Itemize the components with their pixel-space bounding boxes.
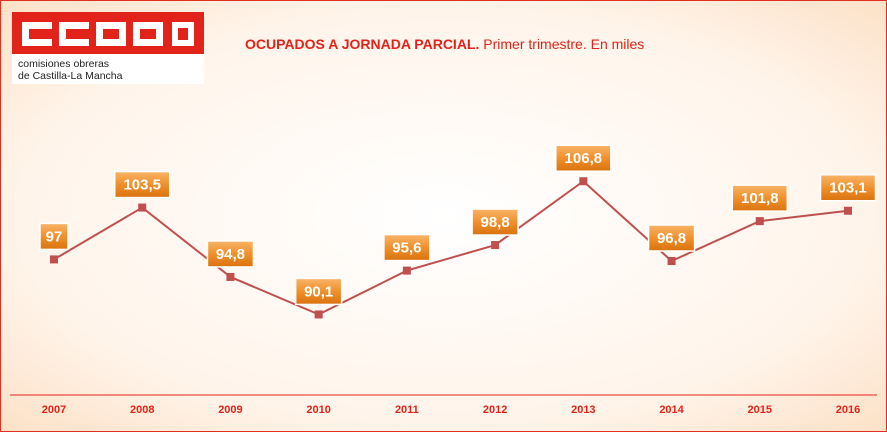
title: OCUPADOS A JORNADA PARCIAL. [245,36,479,52]
marker [755,217,764,226]
x-tick-label: 2008 [130,404,154,416]
marker [844,206,852,215]
logo-icon [178,28,188,40]
logo: comisiones obreras de Castilla-La Mancha [12,12,204,84]
data-label-box [555,144,612,172]
data-label-box [294,277,343,306]
chart-title: OCUPADOS A JORNADA PARCIAL. Primer trime… [245,36,644,52]
data-label: 106,8 [565,150,603,167]
data-label-box [731,184,789,212]
data-label-box [647,224,696,252]
x-tick-label: 2012 [483,404,507,416]
marker [402,266,411,275]
x-tick-label: 2009 [218,404,242,416]
x-tick-label: 2013 [571,404,595,416]
data-label: 101,8 [741,190,779,207]
x-tick-label: 2007 [42,404,66,416]
data-label: 103,1 [829,180,867,197]
data-label-box [383,233,431,262]
marker [138,203,147,212]
x-tick-label: 2016 [836,404,860,416]
line [53,179,849,316]
data-label: 103,5 [123,177,161,194]
data-label-box [39,222,69,251]
x-tick-label: 2015 [748,404,772,416]
logo-text: de Castilla-La Mancha [18,70,123,82]
marker [50,255,58,264]
x-tick-label: 2014 [659,404,684,416]
marker [667,257,676,265]
marker [226,272,235,281]
data-label: 94,8 [216,246,245,263]
logo-text: comisiones obreras [18,58,109,70]
marker [314,310,323,319]
data-label-box [206,240,255,268]
data-label: 95,6 [392,240,421,257]
data-label-box [819,174,877,202]
x-tick-label: 2011 [395,404,419,416]
data-label-box [113,170,171,199]
data-label-box [471,208,519,236]
logo-letters [22,22,194,46]
x-tick-label: 2010 [306,404,330,416]
marker [491,241,500,250]
marker [579,177,588,186]
data-label: 97 [46,228,63,245]
data-label: 96,8 [657,230,686,247]
data-label: 98,8 [481,214,510,231]
subtitle: Primer trimestre. En miles [483,36,644,52]
data-label: 90,1 [304,283,333,300]
